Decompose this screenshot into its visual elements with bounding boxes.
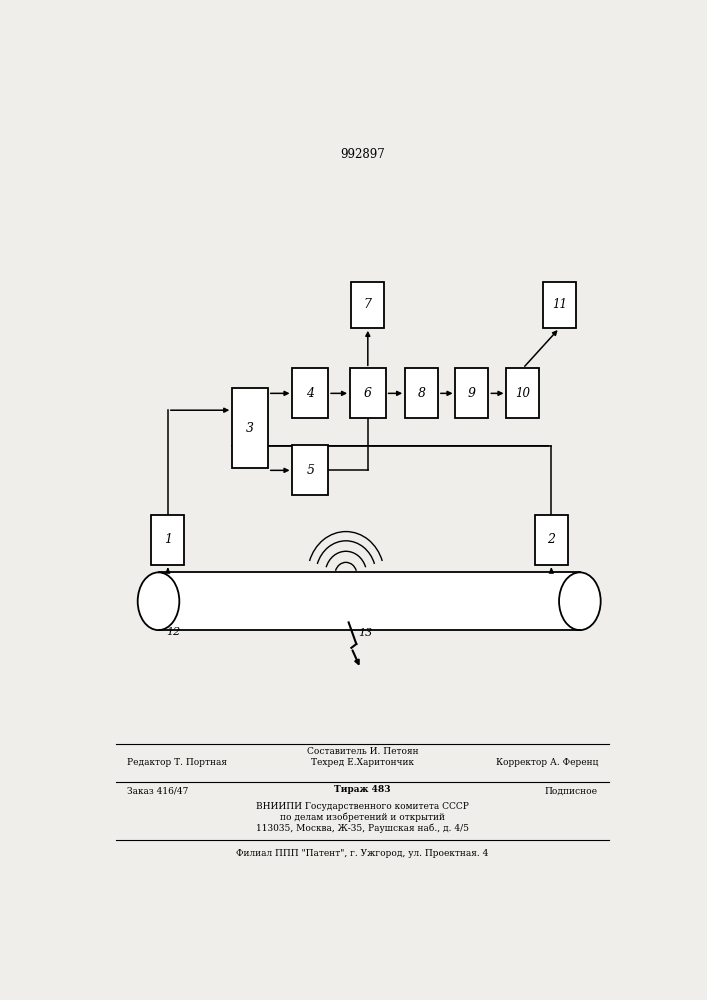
FancyBboxPatch shape (535, 515, 568, 565)
FancyBboxPatch shape (293, 445, 328, 495)
Text: 9: 9 (468, 387, 476, 400)
FancyBboxPatch shape (455, 368, 489, 418)
Ellipse shape (138, 572, 180, 630)
Text: 2: 2 (547, 533, 556, 546)
Bar (158, 572, 580, 630)
FancyBboxPatch shape (232, 388, 268, 468)
Text: Составитель И. Петоян: Составитель И. Петоян (307, 747, 418, 756)
FancyBboxPatch shape (351, 282, 385, 328)
Text: Техред Е.Харитончик: Техред Е.Харитончик (311, 758, 414, 767)
Text: 4: 4 (306, 387, 315, 400)
FancyBboxPatch shape (405, 368, 438, 418)
FancyBboxPatch shape (350, 368, 385, 418)
Text: 8: 8 (418, 387, 426, 400)
FancyBboxPatch shape (293, 368, 328, 418)
Text: 5: 5 (306, 464, 315, 477)
FancyBboxPatch shape (506, 368, 539, 418)
Text: Корректор А. Ференц: Корректор А. Ференц (496, 758, 598, 767)
Text: 7: 7 (364, 298, 372, 311)
Text: 6: 6 (364, 387, 372, 400)
Text: 992897: 992897 (340, 148, 385, 161)
Text: Тираж 483: Тираж 483 (334, 785, 391, 794)
Text: 13: 13 (358, 628, 372, 638)
Text: 10: 10 (515, 387, 530, 400)
Text: Редактор Т. Портная: Редактор Т. Портная (127, 758, 227, 767)
Ellipse shape (559, 572, 601, 630)
Text: 12: 12 (166, 627, 180, 637)
Text: Заказ 416/47: Заказ 416/47 (127, 787, 188, 796)
Text: 11: 11 (552, 298, 567, 311)
FancyBboxPatch shape (151, 515, 185, 565)
FancyBboxPatch shape (543, 282, 576, 328)
Text: Подписное: Подписное (545, 787, 598, 796)
Text: Филиал ППП "Патент", г. Ужгород, ул. Проектная. 4: Филиал ППП "Патент", г. Ужгород, ул. Про… (236, 849, 489, 858)
Text: 1: 1 (164, 533, 172, 546)
Text: 3: 3 (246, 422, 254, 434)
Text: ВНИИПИ Государственного комитета СССР
по делам изобретений и открытий
113035, Мо: ВНИИПИ Государственного комитета СССР по… (256, 802, 469, 833)
